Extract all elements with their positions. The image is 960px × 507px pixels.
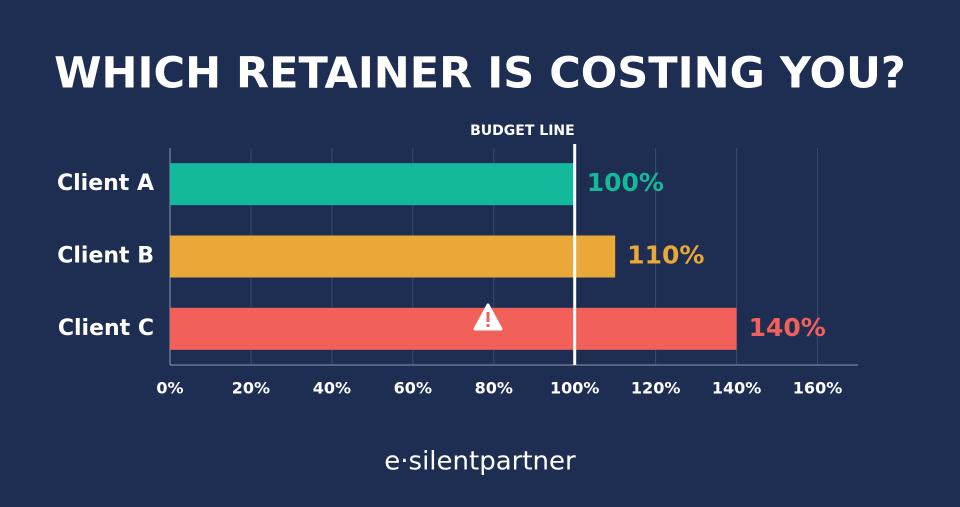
value-label: 100%: [587, 168, 664, 197]
x-tick-label: 40%: [313, 379, 351, 398]
bar: [170, 163, 575, 206]
brand: e·silentpartner: [384, 447, 576, 477]
y-tick-label: Client C: [58, 316, 154, 341]
x-tick-label: 60%: [394, 379, 432, 398]
x-tick-label: 160%: [793, 379, 842, 398]
x-tick-label: 100%: [550, 379, 599, 398]
chart-title: WHICH RETAINER IS COSTING YOU?: [54, 49, 906, 99]
value-label: 140%: [749, 313, 826, 342]
x-tick-label: 20%: [232, 379, 270, 398]
x-tick-label: 120%: [631, 379, 680, 398]
bar: [170, 307, 737, 350]
x-tick-label: 0%: [156, 379, 183, 398]
warning-icon-dot: [486, 324, 490, 327]
x-tick-label: 140%: [712, 379, 761, 398]
value-label: 110%: [627, 241, 704, 270]
y-tick-label: Client A: [57, 171, 154, 196]
budget-line-label: BUDGET LINE: [470, 123, 575, 139]
warning-icon-bar: [486, 312, 490, 322]
y-tick-label: Client B: [57, 244, 154, 269]
x-tick-label: 80%: [475, 379, 513, 398]
bar: [170, 235, 616, 278]
